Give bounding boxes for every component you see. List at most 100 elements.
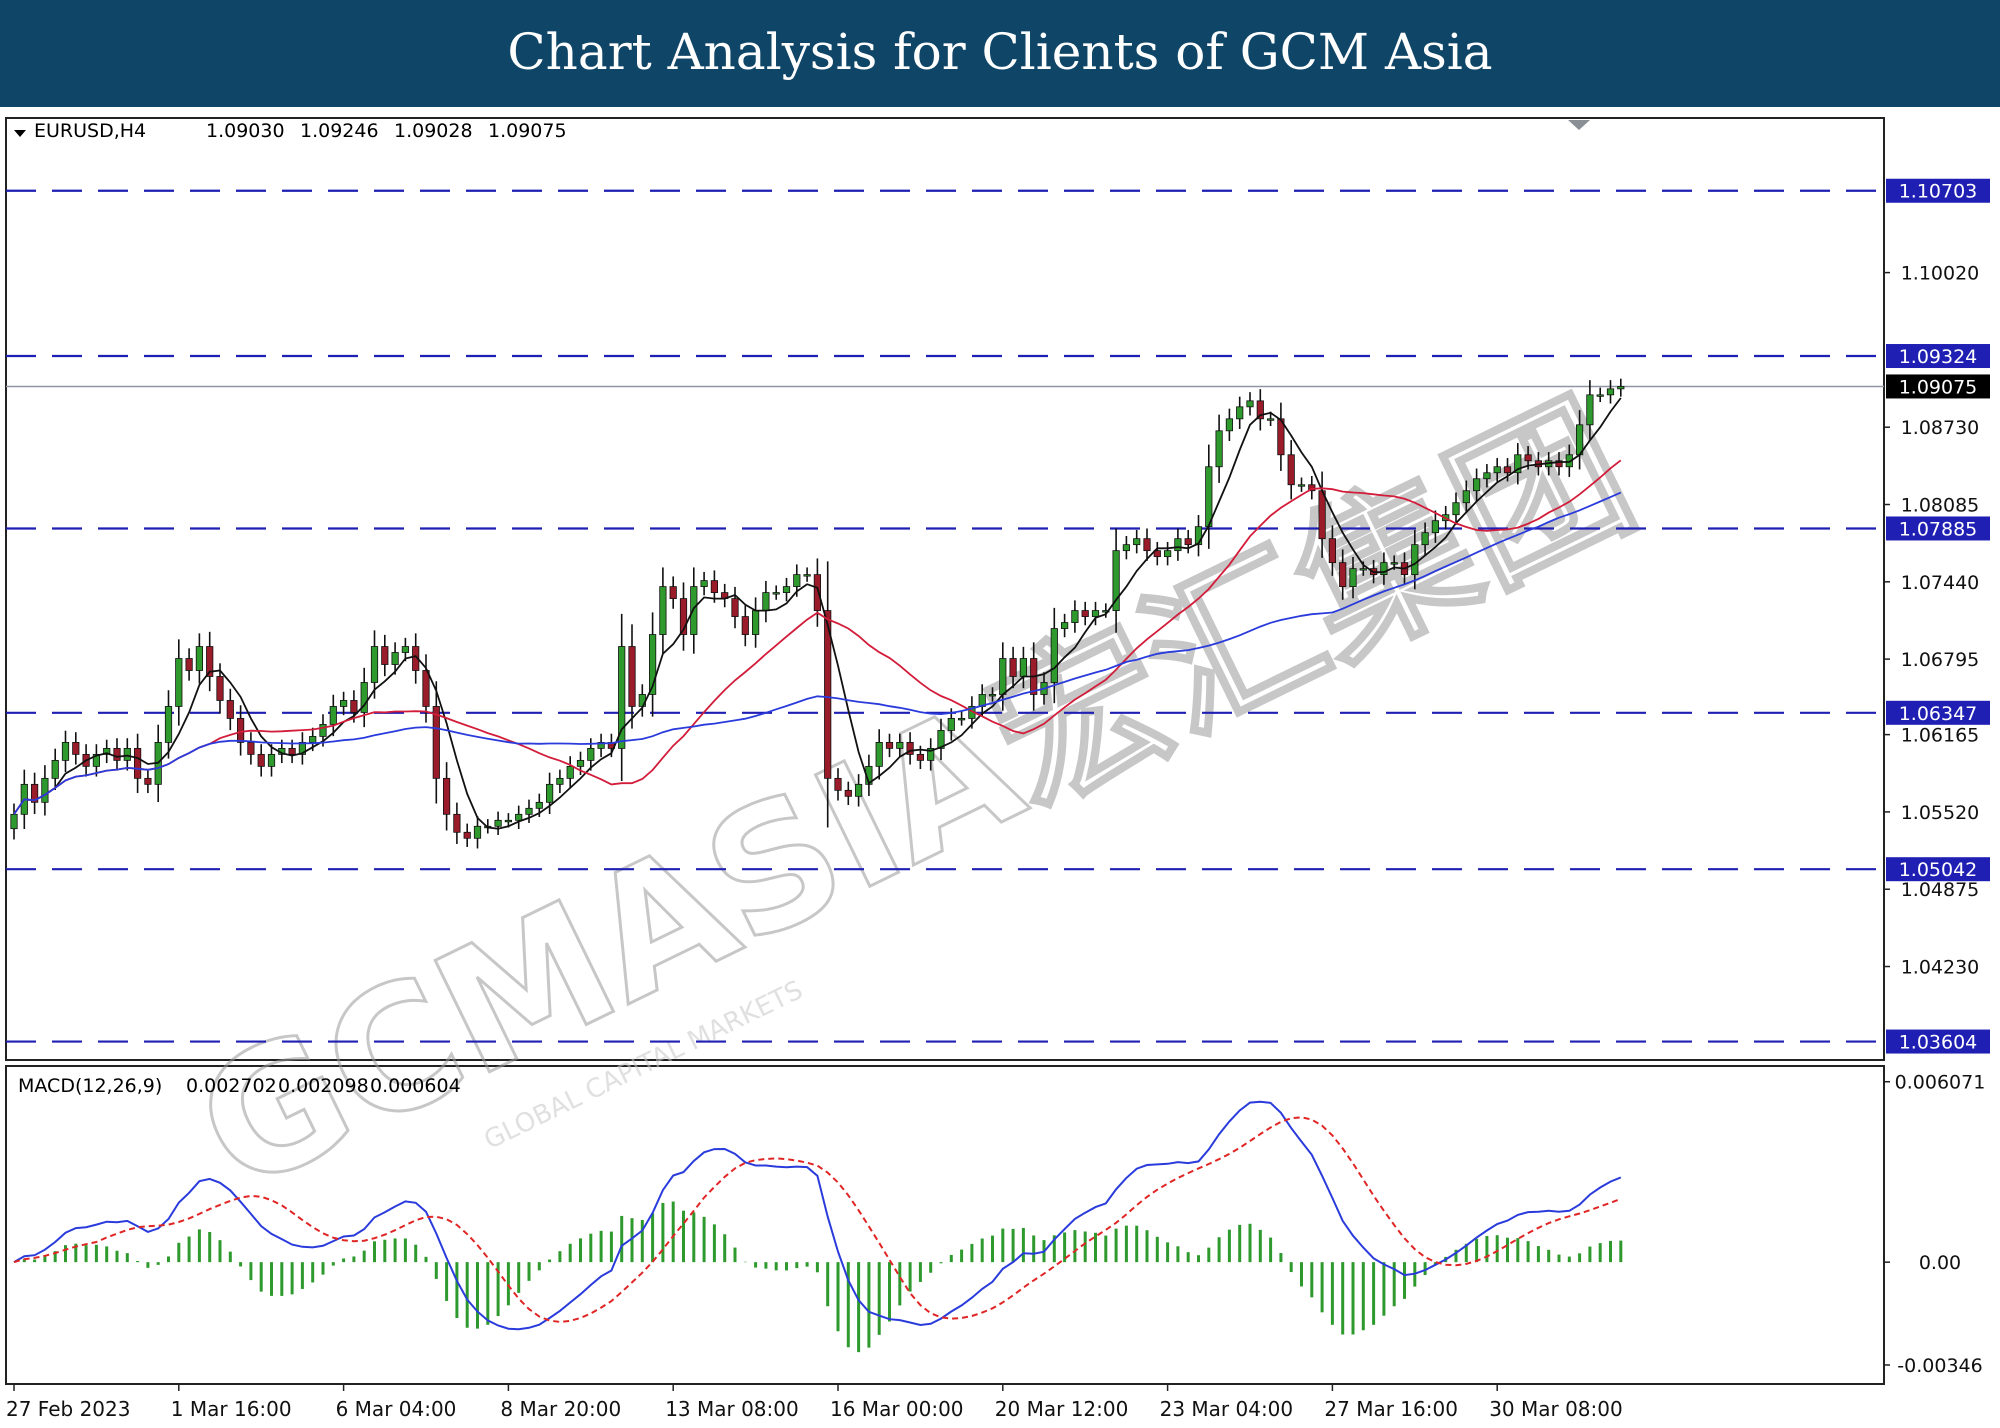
candle-body-97	[1009, 658, 1017, 677]
candle-body-31	[329, 706, 337, 725]
candle-body-84	[875, 742, 883, 767]
candle-155	[1606, 380, 1615, 404]
level-label-0: 1.10703	[1899, 181, 1978, 203]
candle-23	[247, 732, 255, 765]
price-tick-label-2: 1.08085	[1901, 495, 1980, 517]
macd-histogram-value: 0.000604	[370, 1075, 461, 1097]
banner-title: Chart Analysis for Clients of GCM Asia	[507, 23, 1493, 81]
candle-49	[515, 805, 523, 829]
candle-body-34	[360, 682, 368, 713]
level-badge-0	[1886, 178, 1990, 203]
candle-body-113	[1174, 538, 1182, 552]
candle-body-38	[401, 646, 410, 653]
candle-129	[1339, 549, 1347, 600]
candle-97	[1009, 646, 1017, 689]
candle-body-43	[453, 813, 461, 833]
shift-marker-icon[interactable]	[1568, 120, 1590, 130]
candle-121	[1256, 389, 1264, 431]
candle-body-107	[1112, 550, 1120, 611]
ohlc-high: 1.09246	[300, 120, 379, 142]
candle-8	[92, 744, 100, 777]
candle-126	[1308, 476, 1316, 500]
candle-body-27	[288, 747, 296, 755]
level-label-5: 1.03604	[1899, 1032, 1978, 1054]
candle-24	[257, 744, 265, 777]
candle-22	[236, 705, 245, 756]
candle-79	[824, 561, 832, 828]
candle-body-32	[339, 700, 348, 707]
candle-81	[844, 781, 852, 806]
macd-tick-label-0: 0.006071	[1895, 1072, 1986, 1094]
macd-line	[13, 1100, 1622, 1331]
candle-body-67	[700, 580, 708, 588]
macd-tick-label-2: -0.00346	[1897, 1355, 1982, 1377]
candle-body-5	[61, 742, 70, 761]
candle-body-47	[494, 819, 502, 827]
candle-body-117	[1215, 430, 1223, 468]
candle-6	[72, 732, 80, 765]
candle-45	[473, 816, 482, 849]
candle-67	[700, 571, 708, 596]
candle-body-6	[72, 742, 80, 755]
candle-146	[1514, 443, 1522, 485]
candle-12	[133, 733, 142, 794]
candle-body-80	[834, 777, 842, 791]
candle-108	[1122, 535, 1130, 560]
candle-13	[144, 769, 152, 794]
candle-body-75	[782, 586, 791, 593]
candle-body-150	[1555, 460, 1563, 468]
candle-37	[391, 642, 399, 675]
candle-body-153	[1586, 394, 1594, 426]
price-tick-label-0: 1.10020	[1901, 263, 1980, 285]
candle-body-25	[267, 753, 276, 767]
moving-averages	[13, 397, 1622, 830]
candle-84	[875, 729, 883, 780]
candle-body-82	[855, 783, 863, 797]
macd-value: 0.002702	[186, 1075, 277, 1097]
candle-body-30	[319, 724, 327, 737]
candle-137	[1421, 522, 1429, 555]
ohlc-low: 1.09028	[394, 120, 473, 142]
candle-101	[1050, 607, 1058, 704]
candle-32	[339, 691, 348, 716]
price-pane[interactable]	[5, 117, 1885, 1061]
candle-body-66	[690, 586, 698, 635]
macd-pane[interactable]	[5, 1065, 1885, 1385]
price-tick-label-7: 1.04875	[1901, 879, 1980, 901]
banner-divider	[0, 104, 2000, 107]
candle-104	[1081, 601, 1089, 626]
level-label-4: 1.05042	[1899, 859, 1978, 881]
banner	[0, 0, 2000, 104]
level-badge-1	[1886, 344, 1990, 369]
candle-145	[1503, 458, 1512, 482]
candle-38	[401, 637, 410, 662]
symbol-title: EURUSD,H4	[34, 120, 146, 142]
candle-15	[164, 690, 173, 759]
candle-body-11	[123, 747, 131, 761]
candle-body-130	[1349, 568, 1357, 588]
candle-body-12	[133, 747, 142, 779]
candle-body-156	[1617, 386, 1625, 390]
candle-66	[690, 567, 698, 654]
candle-44	[463, 823, 471, 847]
time-tick-label-8: 27 Mar 16:00	[1324, 1397, 1458, 1421]
time-axis: 27 Feb 2023 1 Mar 16:00 6 Mar 04:00 8 Mar 2…	[6, 1384, 1623, 1421]
candle-body-105	[1091, 610, 1100, 617]
candle-body-90	[937, 730, 945, 749]
candle-body-4	[51, 759, 59, 779]
candle-110	[1143, 528, 1151, 561]
candle-body-140	[1452, 502, 1460, 516]
level-label-1: 1.09324	[1899, 346, 1978, 368]
price-axis: 1.10703 1.09324 1.07885 1.06347 1.05042 1.036…	[1884, 178, 1990, 1054]
candle-body-145	[1503, 466, 1512, 474]
candle-80	[834, 768, 842, 801]
chart-menu-triangle-icon[interactable]	[14, 130, 26, 137]
candle-body-124	[1287, 454, 1295, 486]
candle-120	[1246, 392, 1254, 416]
candle-body-106	[1102, 610, 1110, 613]
candle-body-81	[844, 789, 852, 797]
candle-body-126	[1308, 484, 1316, 492]
time-tick-label-9: 30 Mar 08:00	[1489, 1397, 1623, 1421]
candle-body-20	[216, 676, 224, 701]
candle-142	[1473, 468, 1481, 501]
